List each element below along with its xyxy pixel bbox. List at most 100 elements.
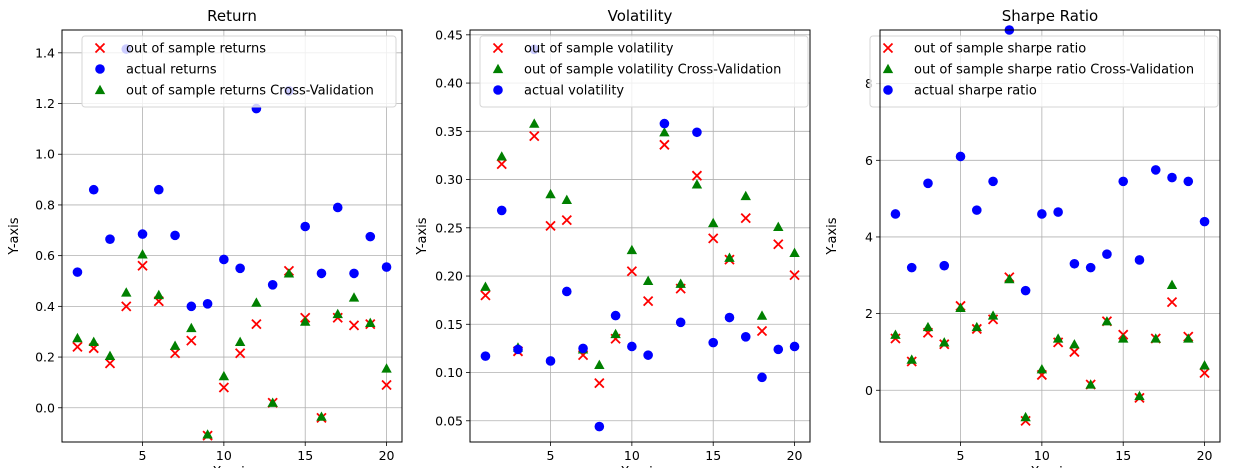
x-tick-label: 5 xyxy=(957,448,965,463)
data-point xyxy=(1085,262,1096,273)
data-point xyxy=(890,329,901,339)
legend-marker xyxy=(492,63,504,74)
y-axis-label: Y-axis xyxy=(825,217,840,255)
y-tick-label: 0.2 xyxy=(35,350,55,365)
data-point xyxy=(789,341,800,352)
data-point xyxy=(234,348,246,359)
data-point xyxy=(773,344,784,355)
legend-marker xyxy=(492,42,504,54)
data-point xyxy=(267,280,278,290)
data-point xyxy=(480,351,491,361)
y-tick-label: 0.35 xyxy=(435,124,463,139)
data-point xyxy=(153,184,164,195)
axes-frame xyxy=(61,29,403,443)
y-tick-label: 1.2 xyxy=(35,96,55,111)
y-tick-label: 0.8 xyxy=(35,197,55,212)
data-point xyxy=(1183,333,1194,343)
y-tick-label: 0.05 xyxy=(435,413,463,428)
data-point xyxy=(691,179,703,189)
data-point xyxy=(740,332,751,342)
data-point xyxy=(923,178,933,189)
data-point xyxy=(626,266,638,277)
chart-panel-1: 5 10 15 20 0.0 0.2 0.4 0.6 0.8 1.0 1.2 1.4 Return X-a… xyxy=(7,7,403,468)
y-tick-label: 0.6 xyxy=(35,248,55,263)
data-point xyxy=(971,205,982,215)
data-point xyxy=(724,252,735,262)
data-point xyxy=(740,190,751,201)
data-point xyxy=(561,214,572,226)
data-point xyxy=(332,308,343,319)
data-point xyxy=(72,267,83,277)
chart-title: Sharpe Ratio xyxy=(1002,7,1098,25)
legend-label: out of sample sharpe ratio Cross-Validat… xyxy=(914,63,1194,78)
data-point xyxy=(610,328,621,339)
data-point xyxy=(939,337,950,347)
data-point xyxy=(1150,165,1161,175)
data-point xyxy=(659,139,670,150)
data-point xyxy=(789,247,800,258)
legend-label: actual returns xyxy=(126,63,217,78)
x-tick-label: 10 xyxy=(216,448,232,463)
data-point xyxy=(1134,255,1145,265)
data-point xyxy=(692,127,702,138)
y-tick-label: 0.40 xyxy=(435,76,463,91)
data-point xyxy=(1037,209,1047,219)
data-point xyxy=(381,363,392,373)
data-point xyxy=(1167,172,1177,183)
data-point xyxy=(675,278,686,288)
data-point xyxy=(480,290,491,301)
data-point xyxy=(1020,411,1031,422)
series-2 xyxy=(480,118,800,369)
data-point xyxy=(545,356,556,366)
series-3 xyxy=(890,25,1210,296)
data-point xyxy=(545,188,556,199)
data-point xyxy=(610,310,621,321)
data-point xyxy=(724,312,735,323)
data-point xyxy=(267,397,278,407)
data-point xyxy=(365,317,376,327)
legend-label: actual volatility xyxy=(524,84,624,99)
data-point xyxy=(691,170,703,181)
legend-box xyxy=(81,35,397,108)
data-point xyxy=(594,421,605,432)
data-point xyxy=(348,292,360,302)
data-point xyxy=(480,281,491,291)
data-point xyxy=(348,320,360,331)
data-point xyxy=(137,229,148,239)
legend-marker xyxy=(95,64,105,74)
data-point xyxy=(1052,333,1064,343)
data-point xyxy=(234,336,246,347)
data-point xyxy=(1199,360,1210,370)
legend: out of sample returns actual returns out o… xyxy=(81,35,397,108)
legend-marker xyxy=(882,42,894,54)
y-tick-label: 0.15 xyxy=(435,317,463,332)
y-tick-label: 2 xyxy=(865,306,873,321)
data-point xyxy=(708,233,719,244)
y-tick-label: 6 xyxy=(865,153,873,168)
data-point xyxy=(137,260,148,271)
data-point xyxy=(955,302,966,313)
data-point xyxy=(659,127,670,137)
x-tick-label: 5 xyxy=(139,448,147,463)
legend-label: out of sample returns Cross-Validation xyxy=(126,84,374,99)
y-tick-label: 0.30 xyxy=(435,172,463,187)
data-point xyxy=(529,118,540,128)
data-point xyxy=(1199,216,1210,227)
data-point xyxy=(561,286,572,297)
data-point xyxy=(922,321,934,332)
data-point xyxy=(235,263,245,274)
legend: out of sample sharpe ratio out of sample … xyxy=(869,35,1219,108)
axes-frame xyxy=(469,29,811,443)
data-point xyxy=(121,301,132,312)
data-point xyxy=(513,344,523,355)
legend-marker xyxy=(94,42,106,54)
y-tick-label: 4 xyxy=(865,229,873,244)
data-point xyxy=(890,209,901,219)
data-point xyxy=(708,217,719,228)
data-point xyxy=(251,318,262,330)
x-tick-label: 20 xyxy=(1197,448,1213,463)
data-point xyxy=(1150,333,1161,343)
axes-frame xyxy=(879,29,1221,443)
data-point xyxy=(104,358,116,369)
y-tick-label: 0.10 xyxy=(435,365,463,380)
